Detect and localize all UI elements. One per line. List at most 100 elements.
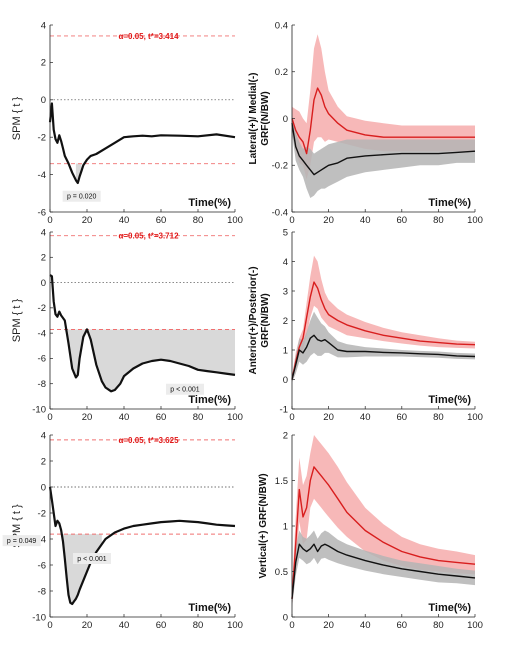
threshold-label: α=0.05, t*=3.712: [118, 232, 179, 241]
y-tick-label: 2: [41, 456, 46, 467]
p-value-box: [62, 190, 101, 202]
spm-curve: [48, 102, 236, 185]
y-tick-label: 0.4: [275, 20, 288, 31]
y-tick-label: -8: [38, 379, 46, 390]
spm-curve: [48, 486, 236, 606]
series-1-mean-line: [291, 466, 476, 599]
series-2-mean-line: [291, 334, 476, 380]
x-tick-label: 60: [397, 412, 408, 423]
x-tick-label: 100: [467, 215, 483, 226]
p-value-box: [166, 383, 204, 395]
x-tick-label: 0: [47, 620, 52, 631]
series-1-mean-line: [291, 87, 475, 155]
y-tick-label: 1: [283, 521, 288, 532]
x-tick-label: 40: [119, 412, 130, 423]
x-tick-label: 40: [119, 215, 130, 226]
x-axis-label: Time(%): [188, 394, 231, 406]
x-tick-label: 100: [467, 620, 483, 631]
y-tick-label: 4: [283, 257, 288, 268]
y-axis-label-line-2: GRF(N/BW): [260, 91, 271, 145]
p-value-box: [73, 553, 111, 564]
y-tick-label: -2: [38, 133, 46, 144]
y-tick-label: 5: [283, 227, 288, 238]
x-tick-label: 20: [323, 215, 334, 226]
x-tick-label: 20: [82, 620, 93, 631]
x-tick-label: 20: [323, 412, 334, 423]
x-tick-label: 0: [47, 215, 52, 226]
x-tick-label: 0: [289, 620, 294, 631]
x-tick-label: 100: [227, 412, 243, 423]
y-tick-label: 2: [283, 316, 288, 327]
y-tick-label: 0: [283, 612, 288, 623]
x-tick-label: 0: [289, 215, 294, 226]
p-value-label: p < 0.001: [77, 556, 106, 563]
y-tick-label: -6: [38, 354, 46, 365]
y-tick-label: 0.2: [275, 67, 288, 78]
x-tick-label: 60: [397, 620, 408, 631]
x-tick-label: 0: [289, 412, 294, 423]
x-axis-label: Time(%): [428, 197, 471, 209]
x-axis-label: Time(%): [188, 197, 231, 209]
y-axis-label-line-1: Vertical(+) GRF(N/BW): [258, 473, 269, 578]
y-tick-label: 2: [41, 253, 46, 264]
y-tick-label: -0.2: [272, 161, 288, 172]
p-value-label: p = 0.049: [7, 538, 36, 545]
y-tick-label: -4: [38, 170, 46, 181]
x-tick-label: 100: [467, 412, 483, 423]
series-2-sd-band: [292, 530, 475, 608]
x-tick-label: 20: [323, 620, 334, 631]
x-tick-label: 0: [47, 412, 52, 423]
spm-cluster-fill: [75, 163, 82, 183]
y-tick-label: 4: [41, 227, 46, 238]
y-tick-label: -8: [38, 586, 46, 597]
y-tick-label: 0: [41, 278, 46, 289]
x-tick-label: 40: [360, 412, 371, 423]
x-tick-label: 80: [193, 215, 204, 226]
x-tick-label: 100: [227, 620, 243, 631]
spm-curve: [49, 274, 236, 393]
x-tick-label: 20: [82, 412, 93, 423]
y-tick-label: 0.5: [275, 567, 288, 578]
y-tick-label: 4: [41, 430, 46, 441]
x-tick-label: 60: [156, 620, 167, 631]
x-tick-label: 80: [433, 412, 444, 423]
y-tick-label: -6: [38, 207, 46, 218]
chart-panel-6: 2 1.5 1 0.5 00 20 40 60 80 100 Time(%) Vertical(+) …: [258, 430, 483, 631]
x-tick-label: 60: [156, 215, 167, 226]
series-1-sd-band: [292, 255, 475, 383]
x-tick-label: 20: [82, 215, 93, 226]
series-1-mean-line: [291, 281, 476, 380]
y-tick-label: 2: [283, 430, 288, 441]
y-tick-label: 0: [283, 375, 288, 386]
y-tick-label: -4: [38, 328, 46, 339]
x-tick-label: 100: [227, 215, 243, 226]
x-tick-label: 80: [433, 620, 444, 631]
x-axis-label: Time(%): [188, 602, 231, 614]
y-tick-label: 0: [41, 482, 46, 493]
y-tick-label: -2: [38, 508, 46, 519]
chart-panel-2: 0.40.20-0.2-0.40 20 40 60 80 100Time(%)Latera…: [248, 20, 483, 226]
y-tick-label: -1: [280, 404, 288, 415]
y-tick-label: -6: [38, 560, 46, 571]
x-axis-label: Time(%): [428, 394, 471, 406]
x-tick-label: 40: [360, 215, 371, 226]
y-tick-label: -0.4: [272, 207, 288, 218]
threshold-label: α=0.05, t*=3.414: [118, 32, 179, 41]
y-axis-label-line-1: Lateral(+)/ Medial(-): [248, 73, 259, 165]
y-tick-label: 2: [41, 58, 46, 69]
y-tick-label: 4: [41, 20, 46, 31]
p-value-label: p < 0.001: [170, 387, 199, 394]
y-axis-label: SPM { t }: [11, 96, 23, 140]
y-axis-label-line-2: GRF(N/BW): [260, 293, 271, 347]
y-tick-label: -10: [32, 612, 46, 623]
spm-cluster-fill: [61, 534, 102, 604]
series-2-sd-band: [292, 311, 475, 383]
y-tick-label: -10: [32, 404, 46, 415]
x-axis-label: Time(%): [428, 602, 471, 614]
x-tick-label: 80: [193, 620, 204, 631]
